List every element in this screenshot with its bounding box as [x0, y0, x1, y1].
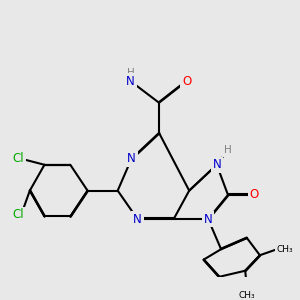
Text: H: H — [124, 76, 132, 86]
Text: H: H — [224, 145, 232, 155]
Text: N: N — [204, 212, 212, 226]
Text: N: N — [133, 212, 142, 226]
Text: N: N — [127, 152, 136, 165]
Text: N: N — [212, 158, 221, 171]
Text: O: O — [182, 75, 191, 88]
Text: Cl: Cl — [13, 152, 24, 165]
Text: N: N — [126, 75, 135, 88]
Text: H: H — [127, 68, 134, 79]
Text: CH₃: CH₃ — [277, 245, 293, 254]
Text: CH₃: CH₃ — [238, 291, 255, 300]
Text: O: O — [249, 188, 258, 201]
Text: Cl: Cl — [13, 208, 24, 221]
